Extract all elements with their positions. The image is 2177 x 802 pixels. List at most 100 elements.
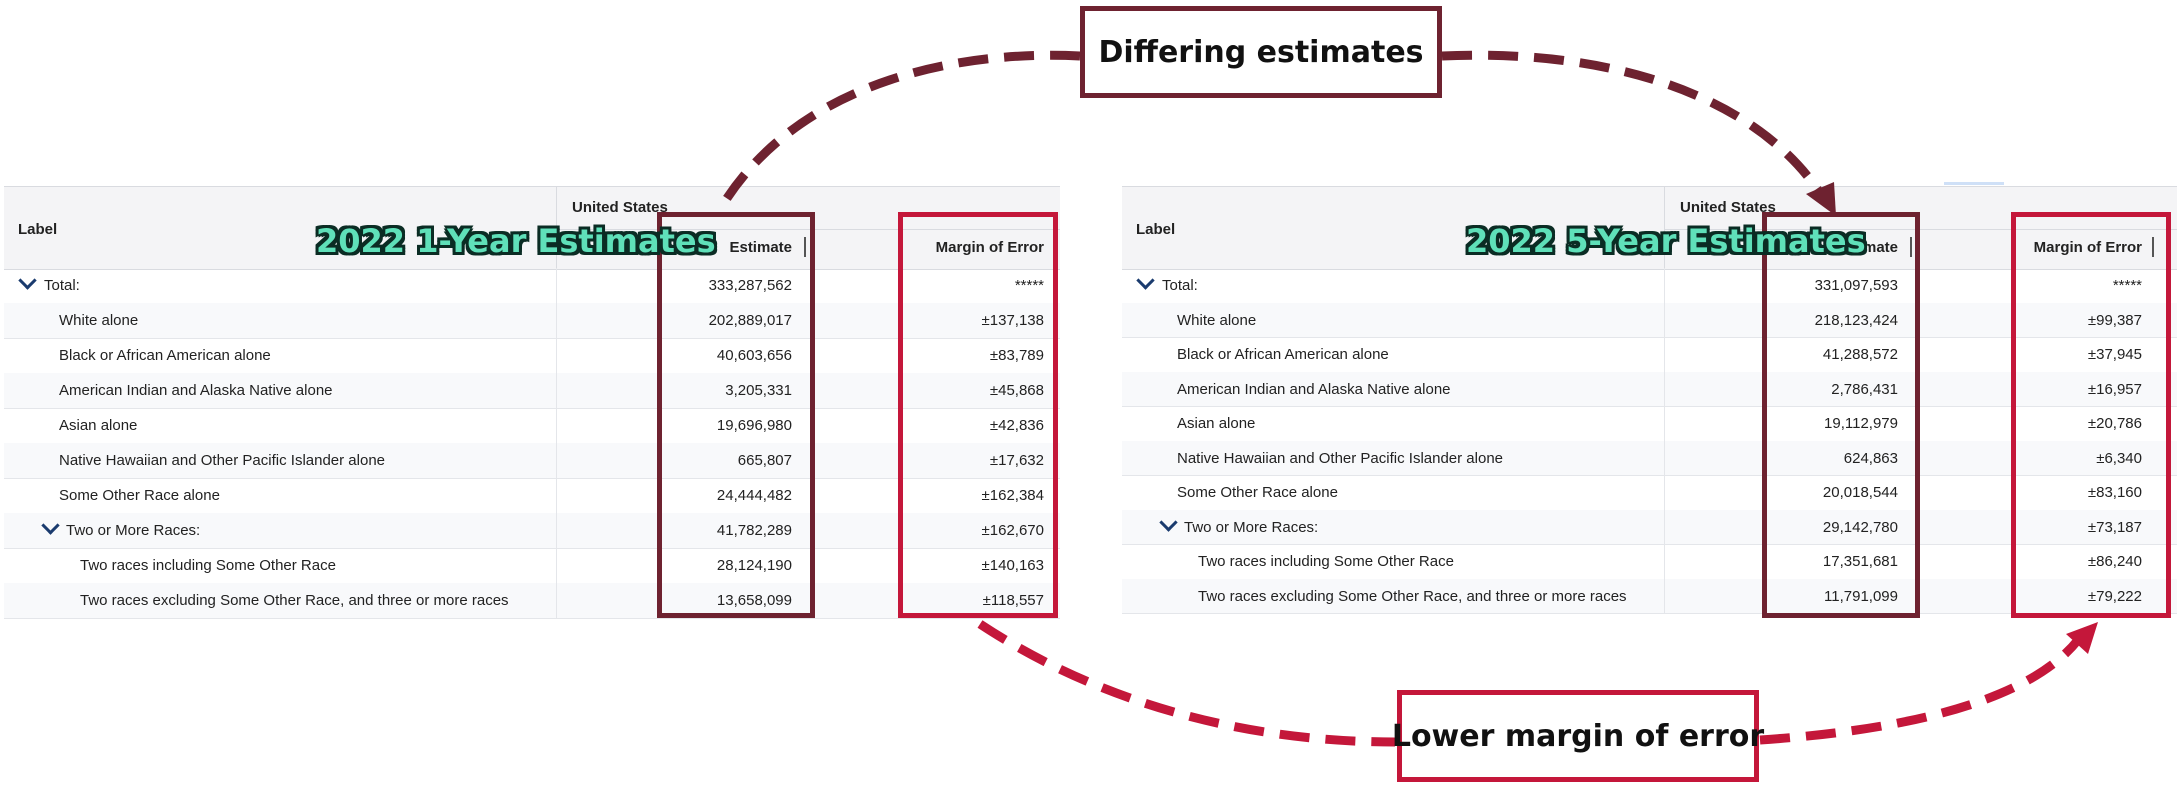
geography-header[interactable]: United States — [1680, 199, 1776, 216]
scroll-indicator — [1944, 182, 2004, 185]
moe-cell: ***** — [1014, 277, 1044, 294]
estimate-highlight-box — [1762, 212, 1920, 618]
moe-cell: ±137,138 — [981, 312, 1044, 329]
estimate-cell: 202,889,017 — [708, 312, 792, 329]
estimate-cell: 29,142,780 — [1822, 518, 1898, 536]
geography-header[interactable]: United States — [572, 199, 668, 216]
moe-cell: ±162,670 — [981, 522, 1044, 539]
table-5-year: Label United States Estimate Margin of E… — [1122, 186, 2177, 624]
year-label-5: 2022 5-Year Estimates — [1466, 222, 1866, 260]
moe-cell: ***** — [2112, 277, 2142, 294]
estimate-cell: 665,807 — [737, 452, 792, 469]
moe-cell: ±37,945 — [2087, 346, 2142, 363]
moe-cell: ±42,836 — [989, 417, 1044, 434]
row-label: Total: — [1162, 277, 1198, 294]
row-label: American Indian and Alaska Native alone — [59, 382, 333, 399]
moe-cell: ±16,957 — [2087, 380, 2142, 398]
row-label: Two races including Some Other Race — [80, 557, 336, 574]
estimate-cell: 17,351,681 — [1822, 553, 1898, 570]
table-row: Two or More Races: 41,782,289 ±162,670 — [4, 513, 1060, 549]
row-label: Black or African American alone — [59, 347, 271, 364]
row-label: Two races excluding Some Other Race, and… — [80, 592, 509, 609]
estimate-cell: 2,786,431 — [1831, 380, 1898, 398]
row-label: Two races including Some Other Race — [1198, 553, 1454, 570]
row-label: American Indian and Alaska Native alone — [1177, 380, 1451, 398]
moe-cell: ±79,222 — [2087, 587, 2142, 605]
estimate-cell: 11,791,099 — [1824, 587, 1898, 605]
column-resize-handle[interactable] — [1910, 237, 1912, 257]
table-row: Two races excluding Some Other Race, and… — [4, 583, 1060, 619]
moe-cell: ±6,340 — [2096, 449, 2142, 467]
estimate-cell: 41,782,289 — [716, 522, 792, 539]
moe-column-header[interactable]: Margin of Error — [2033, 239, 2142, 256]
estimate-column-header[interactable]: Estimate — [1835, 239, 1898, 256]
moe-cell: ±83,789 — [989, 347, 1044, 364]
moe-cell: ±99,387 — [2087, 311, 2142, 329]
table-row: Two races excluding Some Other Race, and… — [1122, 578, 2177, 614]
moe-cell: ±162,384 — [981, 487, 1044, 504]
estimate-cell: 20,018,544 — [1822, 484, 1898, 501]
row-label: White alone — [1177, 311, 1257, 329]
moe-cell: ±20,786 — [2087, 415, 2142, 432]
moe-cell: ±118,557 — [982, 592, 1044, 609]
moe-cell: ±17,632 — [989, 452, 1044, 469]
table-header: Label United States Estimate Margin of E… — [4, 186, 1060, 270]
row-label: Total: — [44, 277, 80, 294]
year-label-1: 2022 1-Year Estimates — [316, 222, 716, 260]
moe-highlight-box — [898, 212, 1058, 618]
top-right-dashed-path — [1441, 50, 1826, 199]
arrowhead-top — [1806, 182, 1836, 216]
top-left-dashed-path — [718, 50, 1081, 209]
column-resize-handle[interactable] — [804, 237, 806, 257]
moe-cell: ±73,187 — [2087, 518, 2142, 536]
row-label: Two or More Races: — [1184, 518, 1319, 536]
moe-cell: ±140,163 — [981, 557, 1044, 574]
estimate-cell: 331,097,593 — [1814, 277, 1898, 294]
estimate-cell: 19,112,979 — [1824, 415, 1898, 432]
table-row: American Indian and Alaska Native alone 3… — [4, 373, 1060, 409]
estimate-cell: 218,123,424 — [1814, 311, 1898, 329]
estimate-column-header[interactable]: Estimate — [729, 239, 792, 256]
row-label: Some Other Race alone — [1177, 484, 1338, 501]
estimate-cell: 41,288,572 — [1822, 346, 1898, 363]
moe-cell: ±83,160 — [2087, 484, 2142, 501]
row-label: Native Hawaiian and Other Pacific Island… — [59, 452, 386, 469]
bottom-right-dashed-path — [1759, 637, 2082, 745]
table-row: Native Hawaiian and Other Pacific Island… — [1122, 440, 2177, 476]
row-label: Some Other Race alone — [59, 487, 220, 504]
moe-cell: ±45,868 — [989, 382, 1044, 399]
moe-highlight-box — [2011, 212, 2171, 618]
estimate-cell: 624,863 — [1843, 449, 1898, 467]
row-label: Black or African American alone — [1177, 346, 1389, 363]
estimate-cell: 24,444,482 — [716, 487, 792, 504]
table-1-year: Label United States Estimate Margin of E… — [4, 186, 1060, 624]
estimate-cell: 40,603,656 — [716, 347, 792, 364]
arrowhead-bottom — [2066, 622, 2098, 654]
estimate-highlight-box — [657, 212, 815, 618]
table-row: White alone 202,889,017 ±137,138 — [4, 303, 1060, 339]
table-header: Label United States Estimate Margin of E… — [1122, 186, 2177, 270]
label-column-header[interactable]: Label — [18, 221, 58, 238]
estimate-cell: 333,287,562 — [708, 277, 792, 294]
table-row: American Indian and Alaska Native alone 2… — [1122, 371, 2177, 407]
row-label: Asian alone — [59, 417, 138, 434]
estimate-cell: 28,124,190 — [716, 557, 792, 574]
label-column-header[interactable]: Label — [1136, 221, 1176, 238]
column-resize-handle[interactable] — [2152, 237, 2154, 257]
callout-lower-moe: Lower margin of error — [1392, 690, 1764, 782]
bottom-left-dashed-path — [977, 620, 1396, 747]
table-row: Two or More Races: 29,142,780 ±73,187 — [1122, 509, 2177, 545]
moe-column-header[interactable]: Margin of Error — [935, 239, 1044, 256]
table-row: Native Hawaiian and Other Pacific Island… — [4, 443, 1060, 479]
estimate-cell: 19,696,980 — [716, 417, 792, 434]
table-row: White alone 218,123,424 ±99,387 — [1122, 302, 2177, 338]
estimate-cell: 3,205,331 — [725, 382, 792, 399]
moe-cell: ±86,240 — [2087, 553, 2142, 570]
row-label: Two races excluding Some Other Race, and… — [1198, 587, 1627, 605]
row-label: White alone — [59, 312, 139, 329]
row-label: Two or More Races: — [66, 522, 201, 539]
row-label: Asian alone — [1177, 415, 1256, 432]
estimate-cell: 13,658,099 — [716, 592, 792, 609]
callout-differing-estimates: Differing estimates — [1080, 6, 1442, 98]
